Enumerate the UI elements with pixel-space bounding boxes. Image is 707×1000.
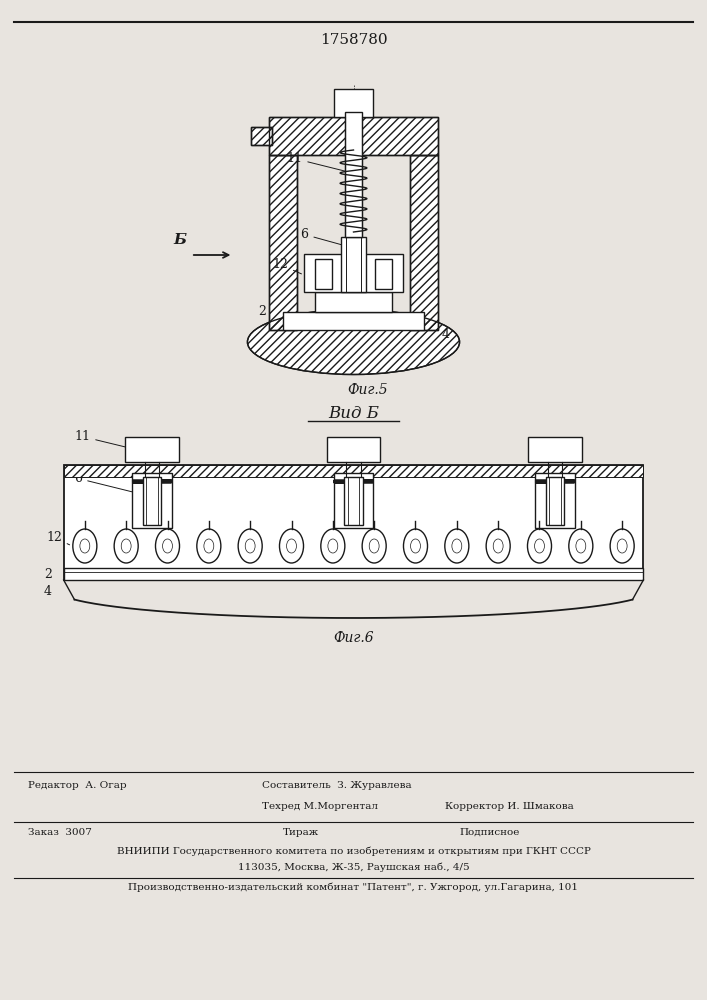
Bar (304, 254, 403, 292)
Bar (327, 437, 380, 462)
Bar (269, 155, 297, 330)
Text: 11: 11 (74, 430, 135, 449)
Circle shape (238, 529, 262, 563)
Circle shape (445, 529, 469, 563)
Circle shape (73, 529, 97, 563)
Circle shape (245, 539, 255, 553)
Text: 4: 4 (442, 328, 450, 341)
Text: 12: 12 (272, 258, 301, 274)
Bar (344, 477, 363, 525)
Bar (132, 473, 172, 528)
Circle shape (362, 529, 386, 563)
Bar (64, 568, 643, 580)
Circle shape (156, 529, 180, 563)
Text: 12: 12 (46, 531, 69, 545)
Bar (64, 465, 643, 580)
Circle shape (328, 539, 338, 553)
Bar (535, 473, 575, 528)
Circle shape (527, 529, 551, 563)
Circle shape (197, 529, 221, 563)
Bar (251, 127, 272, 145)
Text: 2: 2 (44, 568, 52, 581)
Bar (546, 477, 564, 525)
Circle shape (486, 529, 510, 563)
Text: Вид Б: Вид Б (328, 404, 379, 422)
Circle shape (411, 539, 421, 553)
Circle shape (121, 539, 131, 553)
Bar (315, 259, 332, 289)
Circle shape (610, 529, 634, 563)
Bar (375, 259, 392, 289)
Bar (334, 473, 373, 528)
Circle shape (80, 539, 90, 553)
Text: Техред М.Моргентал: Техред М.Моргентал (262, 802, 378, 811)
Bar (528, 437, 582, 462)
Text: ВНИИПИ Государственного комитета по изобретениям и открытиям при ГКНТ СССР: ВНИИПИ Государственного комитета по изоб… (117, 846, 590, 856)
Circle shape (452, 539, 462, 553)
Text: Корректор И. Шмакова: Корректор И. Шмакова (445, 802, 574, 811)
Text: Заказ  3007: Заказ 3007 (28, 828, 92, 837)
Circle shape (617, 539, 627, 553)
Circle shape (114, 529, 138, 563)
Bar (269, 117, 438, 155)
Bar (125, 437, 179, 462)
Text: 2: 2 (258, 305, 266, 318)
Bar (269, 117, 438, 155)
Text: Составитель  З. Журавлева: Составитель З. Журавлева (262, 781, 411, 790)
Bar (143, 477, 161, 525)
Text: Подписное: Подписное (460, 828, 520, 837)
Bar (345, 112, 362, 237)
Circle shape (286, 539, 296, 553)
Text: 113035, Москва, Ж-35, Раушская наб., 4/5: 113035, Москва, Ж-35, Раушская наб., 4/5 (238, 862, 469, 871)
Circle shape (493, 539, 503, 553)
Text: 6: 6 (74, 472, 142, 494)
Text: Б: Б (174, 233, 187, 247)
Bar (251, 127, 272, 145)
Bar (64, 465, 643, 477)
Bar (64, 465, 643, 477)
Circle shape (404, 529, 428, 563)
Text: Производственно-издательский комбинат "Патент", г. Ужгород, ул.Гагарина, 101: Производственно-издательский комбинат "П… (129, 883, 578, 892)
Text: Фиг.6: Фиг.6 (333, 631, 374, 645)
Circle shape (534, 539, 544, 553)
Text: Фиг.5: Фиг.5 (347, 383, 388, 397)
Bar (269, 155, 297, 330)
Circle shape (569, 529, 593, 563)
Text: 1758780: 1758780 (320, 33, 387, 47)
Text: Тираж: Тираж (283, 828, 319, 837)
Bar (283, 312, 424, 330)
Bar (410, 155, 438, 330)
Text: 11: 11 (286, 152, 358, 174)
Circle shape (204, 539, 214, 553)
Text: 4: 4 (44, 585, 52, 598)
Circle shape (576, 539, 586, 553)
Bar (410, 155, 438, 330)
Circle shape (163, 539, 173, 553)
Text: Редактор  А. Огар: Редактор А. Огар (28, 781, 127, 790)
Circle shape (321, 529, 345, 563)
Bar (334, 89, 373, 117)
Circle shape (279, 529, 303, 563)
Text: 6: 6 (300, 228, 358, 249)
Circle shape (369, 539, 379, 553)
Ellipse shape (247, 310, 460, 374)
Bar (315, 292, 392, 312)
Bar (341, 237, 366, 292)
